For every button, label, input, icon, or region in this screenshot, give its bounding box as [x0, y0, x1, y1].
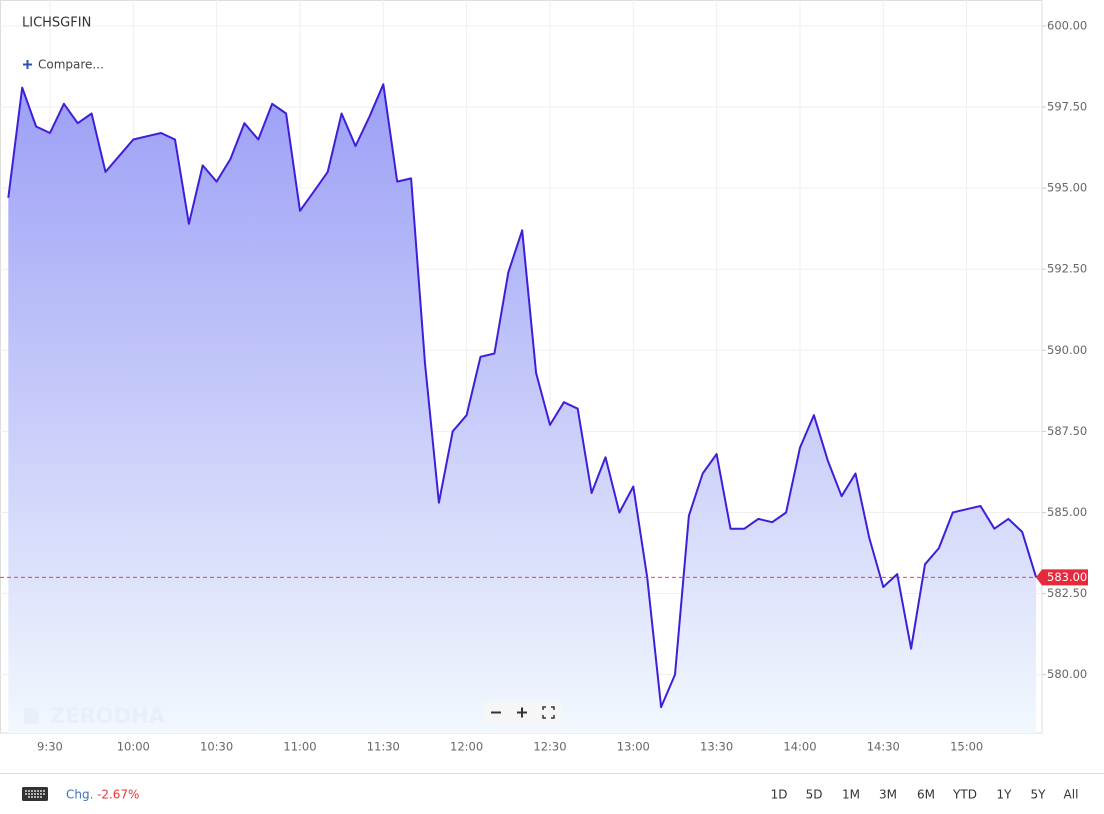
range-button[interactable]: 6M	[917, 788, 935, 802]
last-price-label: 583.00	[1047, 570, 1087, 584]
range-button[interactable]: 1D	[771, 788, 788, 802]
fullscreen[interactable]	[542, 706, 555, 719]
watermark-text: ZERODHA	[50, 704, 166, 728]
last-price-tag	[1036, 569, 1088, 586]
x-tick-label: 15:00	[950, 740, 983, 754]
x-tick-label: 12:00	[450, 740, 483, 754]
x-tick-label: 13:00	[617, 740, 650, 754]
y-tick-label: 595.00	[1047, 181, 1087, 195]
y-tick-label: 600.00	[1047, 18, 1087, 32]
y-tick-label: 585.00	[1047, 505, 1087, 519]
y-tick-label: 597.50	[1047, 100, 1087, 114]
x-tick-label: 10:00	[117, 740, 150, 754]
x-tick-label: 14:30	[867, 740, 900, 754]
chart-title: LICHSGFIN	[22, 16, 91, 31]
y-tick-label: 592.50	[1047, 262, 1087, 276]
range-button[interactable]: YTD	[952, 788, 977, 802]
x-tick-label: 12:30	[533, 740, 566, 754]
x-tick-label: 11:30	[367, 740, 400, 754]
range-button[interactable]: 3M	[879, 788, 897, 802]
x-tick-label: 13:30	[700, 740, 733, 754]
compare-label[interactable]: Compare...	[38, 58, 104, 72]
area-fill	[8, 84, 1037, 734]
range-button[interactable]: All	[1064, 788, 1079, 802]
x-tick-label: 9:30	[37, 740, 63, 754]
change-label: Chg.	[66, 788, 93, 802]
keyboard-icon[interactable]	[22, 787, 48, 801]
series	[0, 83, 1042, 734]
range-button[interactable]: 5D	[806, 788, 823, 802]
range-button[interactable]: 1Y	[997, 788, 1013, 802]
compare-button[interactable]: Compare...	[23, 58, 104, 72]
change-value: -2.67%	[97, 788, 139, 802]
zoom-controls	[484, 702, 562, 723]
y-tick-label: 580.00	[1047, 667, 1087, 681]
range-button[interactable]: 1M	[842, 788, 860, 802]
x-tick-label: 11:00	[283, 740, 316, 754]
range-button[interactable]: 5Y	[1031, 788, 1047, 802]
compare-icon	[23, 60, 32, 69]
y-tick-label: 590.00	[1047, 343, 1087, 357]
x-tick-label: 10:30	[200, 740, 233, 754]
watermark: ZERODHA	[24, 704, 166, 728]
y-tick-label: 582.50	[1047, 586, 1087, 600]
x-tick-label: 14:00	[783, 740, 816, 754]
zoom-in[interactable]	[517, 707, 527, 718]
price-line	[7, 83, 1038, 709]
y-tick-label: 587.50	[1047, 424, 1087, 438]
